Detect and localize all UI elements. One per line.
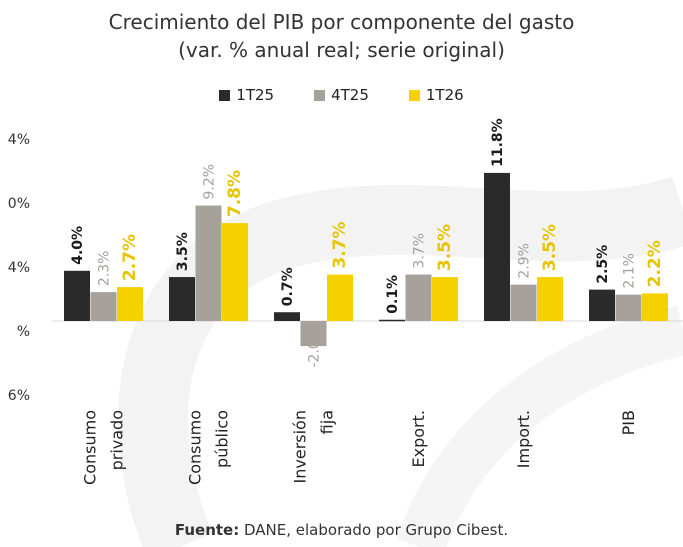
data-label: 3.7% — [412, 233, 428, 269]
y-tick-label: 6% — [8, 388, 30, 404]
y-tick-label: 4% — [8, 132, 30, 148]
source-note: Fuente: DANE, elaborado por Grupo Cibest… — [0, 521, 683, 539]
legend-swatch — [314, 89, 326, 101]
data-label: 2.3% — [97, 251, 113, 287]
legend-label: 1T26 — [425, 86, 464, 104]
data-label: 3.5% — [435, 224, 455, 271]
data-label: 2.5% — [595, 245, 611, 284]
bar — [117, 287, 143, 321]
data-label: 4.0% — [70, 226, 86, 265]
category-label: privado — [108, 410, 127, 470]
data-label: 0.7% — [280, 267, 296, 306]
legend-swatch — [219, 89, 231, 101]
category-label: PIB — [619, 410, 638, 435]
category-label: Consumo — [186, 410, 205, 485]
legend: 1T25 4T25 1T26 — [0, 86, 683, 104]
bar — [195, 205, 222, 321]
data-label: 11.8% — [490, 118, 506, 167]
chart-title: Crecimiento del PIB por componente del g… — [108, 10, 575, 34]
category-label: fija — [318, 410, 337, 434]
data-label: 0.1% — [385, 275, 401, 314]
bar — [169, 277, 195, 321]
data-label: -2.0% — [307, 327, 323, 368]
legend-label: 4T25 — [331, 86, 369, 104]
bar — [222, 223, 248, 321]
bar — [484, 172, 510, 321]
y-tick-label: 0% — [8, 196, 30, 212]
data-label: 2.7% — [120, 234, 140, 281]
bar — [589, 289, 615, 321]
legend-label: 1T25 — [236, 86, 275, 104]
chart-subtitle: (var. % anual real; serie original) — [178, 38, 505, 62]
data-label: 2.1% — [622, 253, 638, 289]
bar — [64, 270, 90, 321]
bar — [510, 284, 537, 321]
source-text: DANE, elaborado por Grupo Cibest. — [244, 521, 509, 539]
bar — [379, 319, 405, 322]
bar-chart: 4% 0% 4%% 6% 4.0% 3.5% 0.7% 0.1% 11.8% 2.5% 2.3% 9.… — [8, 118, 683, 485]
bar — [90, 292, 117, 321]
data-label: 9.2% — [202, 164, 218, 200]
data-label: 7.8% — [225, 170, 245, 217]
bar — [432, 277, 458, 321]
legend-item: 1T25 — [219, 86, 274, 104]
category-label: público — [213, 410, 232, 468]
category-label: Import. — [514, 410, 533, 468]
source-label: Fuente: — [174, 521, 240, 539]
bar — [300, 321, 327, 347]
category-label: Export. — [409, 410, 428, 467]
legend-swatch — [408, 89, 420, 101]
category-label: Consumo — [81, 410, 100, 485]
bar — [642, 293, 668, 321]
legend-item: 4T25 — [314, 86, 369, 104]
legend-item: 1T26 — [408, 86, 464, 104]
bar — [327, 274, 353, 321]
data-label: 3.5% — [540, 224, 560, 271]
data-label: 3.5% — [175, 232, 191, 271]
data-label: 2.9% — [517, 243, 533, 279]
bar — [274, 312, 300, 321]
data-label: 3.7% — [330, 221, 350, 268]
category-label: Inversión — [291, 410, 310, 483]
bar — [537, 277, 563, 321]
bar — [615, 294, 642, 321]
y-tick-label: 4% — [8, 260, 30, 276]
bar — [405, 274, 432, 321]
data-label: 2.2% — [645, 240, 665, 287]
y-tick-label: % — [17, 324, 30, 340]
